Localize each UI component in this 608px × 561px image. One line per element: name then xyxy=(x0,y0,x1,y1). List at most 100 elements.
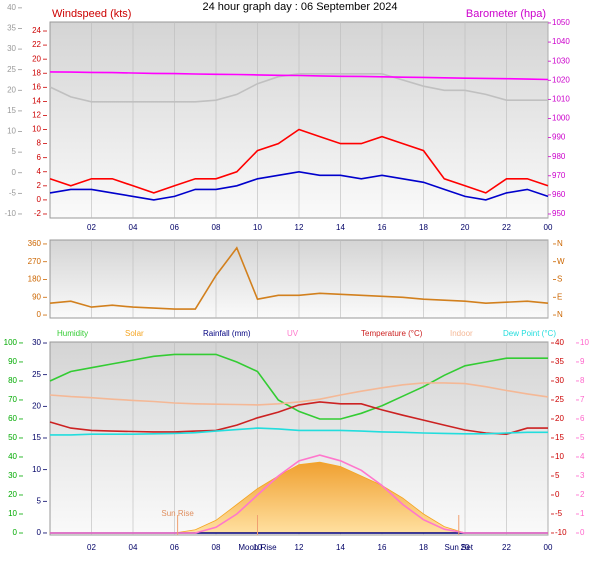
x-tick-label: 00 xyxy=(544,223,553,232)
y-tick-label: 20 xyxy=(7,85,16,94)
legend-entry: Solar xyxy=(125,329,144,338)
line xyxy=(49,128,549,194)
y-tick-label: 24 xyxy=(32,26,41,35)
y-tick-label: 30 xyxy=(8,471,17,480)
y-tick-label: 180 xyxy=(28,275,42,284)
line xyxy=(49,71,549,81)
y-tick-label: -2 xyxy=(34,209,42,218)
y-tick-label: 970 xyxy=(552,171,566,180)
y-tick-label: 18 xyxy=(32,68,41,77)
x-tick-label: 22 xyxy=(502,223,511,232)
y-tick-label: 35 xyxy=(7,24,16,33)
x-tick-label: 14 xyxy=(336,223,345,232)
y-tick-label: 30 xyxy=(7,44,16,53)
y-axis-title: Windspeed (kts) xyxy=(52,8,131,20)
annotation: Sun Set xyxy=(445,543,474,552)
y-tick-label: 1020 xyxy=(552,75,570,84)
x-tick-label: 02 xyxy=(87,223,96,232)
x-tick-label: 16 xyxy=(378,543,387,552)
annotation: Sun Rise xyxy=(161,509,194,518)
y-tick-label: 8 xyxy=(580,376,585,385)
y-tick-label: 40 xyxy=(8,452,17,461)
x-tick-label: 10 xyxy=(253,543,262,552)
line xyxy=(49,353,548,420)
x-tick-label: 00 xyxy=(544,543,553,552)
y-tick-label: 90 xyxy=(32,292,41,301)
y-tick-label: 1040 xyxy=(552,37,570,46)
y-tick-label: 360 xyxy=(28,239,42,248)
y-tick-label: 14 xyxy=(32,96,41,105)
y-tick-label: 4 xyxy=(37,167,42,176)
x-tick-label: 04 xyxy=(129,543,138,552)
y-tick-label: 30 xyxy=(32,338,41,347)
y-tick-label: 1 xyxy=(580,509,585,518)
y-tick-label: 15 xyxy=(7,106,16,115)
x-tick-label: 18 xyxy=(419,543,428,552)
y-tick-label: 0 xyxy=(12,168,17,177)
y-tick-label: 30 xyxy=(555,376,564,385)
y-tick-label: 40 xyxy=(7,3,16,12)
line xyxy=(49,382,549,406)
y-tick-label: 10 xyxy=(32,125,41,134)
x-tick-label: 18 xyxy=(419,223,428,232)
y-tick-label: 5 xyxy=(555,471,560,480)
y-tick-label: 20 xyxy=(8,490,17,499)
line xyxy=(50,427,548,436)
x-tick-label: 10 xyxy=(253,223,262,232)
y-tick-label: 10 xyxy=(555,452,564,461)
y-tick-label: 990 xyxy=(552,133,566,142)
legend-entry: Temperature (°C) xyxy=(361,329,423,338)
y-tick-label: 1050 xyxy=(552,18,570,27)
y-tick-label: 50 xyxy=(8,433,17,442)
x-tick-label: 16 xyxy=(378,223,387,232)
legend-entry: Indoor xyxy=(450,329,473,338)
legend-entry: Humidity xyxy=(57,329,88,338)
x-tick-label: 20 xyxy=(461,223,470,232)
y-tick-label: 70 xyxy=(8,395,17,404)
y-tick-label: 0 xyxy=(13,528,18,537)
line xyxy=(49,401,548,436)
x-tick-label: 08 xyxy=(212,543,221,552)
x-tick-label: 08 xyxy=(212,223,221,232)
chart-title: 24 hour graph day : 06 September 2024 xyxy=(202,1,397,13)
y-tick-label: 16 xyxy=(32,82,41,91)
y-tick-label: 10 xyxy=(580,338,589,347)
y-tick-label: 20 xyxy=(32,54,41,63)
y-tick-label: 60 xyxy=(8,414,17,423)
y-tick-label: 1000 xyxy=(552,114,570,123)
y-tick-label: 0 xyxy=(37,195,42,204)
y-tick-label: 10 xyxy=(32,465,41,474)
y-tick-label: 20 xyxy=(32,401,41,410)
y-tick-label: 9 xyxy=(580,357,585,366)
y-tick-label: 2 xyxy=(580,490,585,499)
x-tick-label: 12 xyxy=(295,543,304,552)
y-tick-label: 80 xyxy=(8,376,17,385)
y-tick-label: 6 xyxy=(580,414,585,423)
y-tick-label: E xyxy=(557,292,562,301)
x-tick-label: 22 xyxy=(502,543,511,552)
line xyxy=(49,246,549,310)
legend-entry: Dew Point (°C) xyxy=(503,329,556,338)
y-tick-label: 960 xyxy=(552,190,566,199)
y-tick-label: 5 xyxy=(37,496,42,505)
y-tick-label: 25 xyxy=(555,395,564,404)
y-tick-label: 2 xyxy=(37,181,42,190)
legend-entry: UV xyxy=(287,329,299,338)
y-tick-label: N xyxy=(557,239,563,248)
x-tick-label: 14 xyxy=(336,543,345,552)
y-tick-label: W xyxy=(557,257,565,266)
y-tick-label: -5 xyxy=(9,188,17,197)
x-tick-label: 04 xyxy=(129,223,138,232)
y-tick-label: 5 xyxy=(580,433,585,442)
y-tick-label: 3 xyxy=(580,471,585,480)
y-tick-label: S xyxy=(557,275,562,284)
y-tick-label: 22 xyxy=(32,40,41,49)
y-tick-label: 40 xyxy=(555,338,564,347)
x-tick-label: 06 xyxy=(170,543,179,552)
legend-entry: Rainfall (mm) xyxy=(203,329,251,338)
x-tick-label: 06 xyxy=(170,223,179,232)
x-tick-label: 02 xyxy=(87,543,96,552)
y-tick-label: 10 xyxy=(8,509,17,518)
y-tick-label: 0 xyxy=(37,528,42,537)
